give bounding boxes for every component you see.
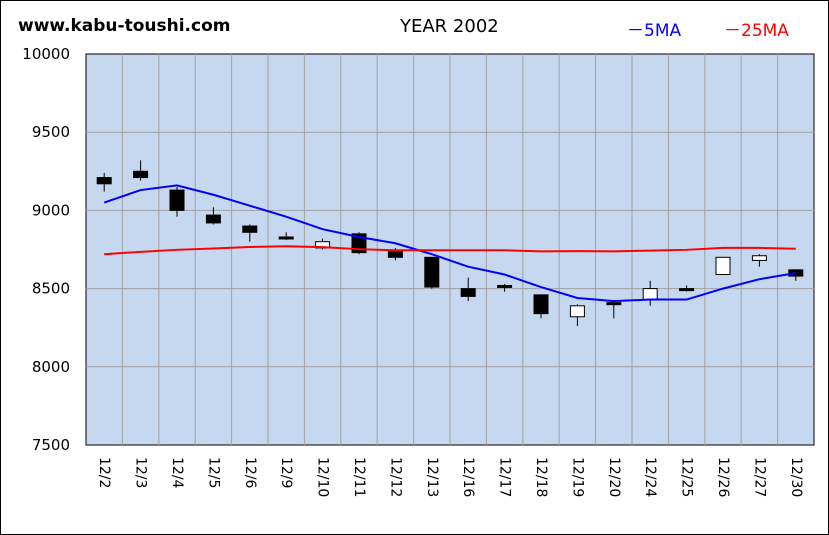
x-tick-label: 12/16 xyxy=(460,457,476,497)
candle-body xyxy=(606,302,622,306)
y-axis-ticks: 10000 9500 9000 8500 8000 7500 xyxy=(22,45,70,454)
site-title[interactable]: www.kabu-toushi.com xyxy=(18,16,231,36)
candle-body xyxy=(533,294,549,315)
candle-body xyxy=(715,256,731,276)
x-tick-label: 12/26 xyxy=(715,457,731,497)
x-tick-label: 12/18 xyxy=(533,457,549,497)
candle-body xyxy=(751,255,767,261)
x-tick-label: 12/27 xyxy=(751,457,767,497)
y-tick-label: 8500 xyxy=(32,280,70,298)
y-tick-label: 7500 xyxy=(32,436,70,454)
candle-body xyxy=(642,288,658,301)
candle-body xyxy=(460,288,476,297)
x-tick-label: 12/5 xyxy=(205,457,221,488)
legend-25ma: －25MA xyxy=(724,21,789,41)
x-tick-label: 12/25 xyxy=(679,457,695,497)
series-line-25ma xyxy=(104,245,796,256)
x-tick-label: 12/19 xyxy=(569,457,585,497)
x-tick-label: 12/13 xyxy=(424,457,440,497)
x-tick-label: 12/3 xyxy=(133,457,149,488)
x-tick-label: 12/4 xyxy=(169,457,185,489)
y-tick-label: 9000 xyxy=(32,201,70,219)
x-tick-label: 12/6 xyxy=(242,457,258,489)
x-tick-label: 12/12 xyxy=(387,457,403,497)
x-tick-label: 12/2 xyxy=(96,457,112,488)
y-tick-label: 8000 xyxy=(32,358,70,376)
x-tick-label: 12/17 xyxy=(497,457,513,497)
candle-body xyxy=(242,225,258,233)
chart-title: YEAR 2002 xyxy=(400,16,499,37)
x-tick-label: 12/20 xyxy=(606,457,622,497)
candle-body xyxy=(679,288,695,292)
x-tick-label: 12/11 xyxy=(351,457,367,497)
x-axis-ticks: 12/2 12/3 12/4 12/5 12/6 12/9 12/10 12/11 12/12 1… xyxy=(96,457,804,497)
candle-body xyxy=(96,177,112,185)
candle-body xyxy=(133,170,149,179)
candle-body xyxy=(387,250,403,258)
candle-body xyxy=(169,189,185,211)
candle-body xyxy=(569,305,585,318)
candle-body xyxy=(424,256,440,288)
candle-body xyxy=(497,284,513,288)
candle-body xyxy=(278,236,294,240)
series-line-5ma xyxy=(103,184,796,303)
x-tick-label: 12/30 xyxy=(788,457,804,497)
candle-body xyxy=(205,214,221,224)
y-tick-label: 10000 xyxy=(22,45,70,63)
legend-5ma: －5MA xyxy=(627,21,682,41)
x-tick-label: 12/10 xyxy=(315,457,331,497)
ma-lines xyxy=(103,184,796,303)
x-tick-label: 12/9 xyxy=(278,457,294,488)
y-tick-label: 9500 xyxy=(32,123,70,141)
x-tick-label: 12/24 xyxy=(642,457,658,497)
